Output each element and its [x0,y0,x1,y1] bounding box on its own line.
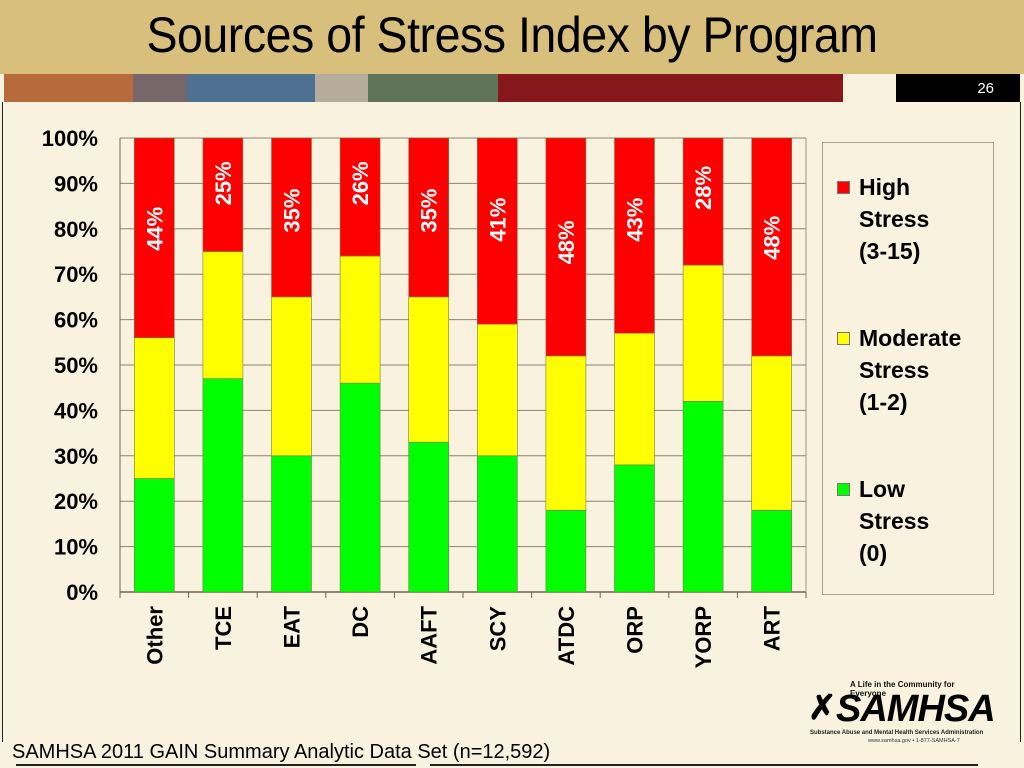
bar-segment-moderate [751,355,793,511]
right-border [1020,102,1021,742]
y-tick-label: 100% [42,126,98,151]
color-stripe-segment [187,74,315,102]
bottom-rule [430,764,978,766]
y-tick-label: 60% [54,308,98,333]
bar-segment-low [271,455,312,593]
y-tick-label: 90% [54,171,98,196]
bar-segment-low [682,401,724,593]
data-label: 35% [280,189,305,233]
x-tick-label: ATDC [554,606,579,666]
bar-segment-high [614,137,655,334]
bar-segment-high [545,137,587,357]
logo-wordmark: SAMHSA [836,688,996,730]
legend-swatch-moderate [837,332,850,345]
legend-swatch-low [837,483,850,496]
legend-label-line: Stress [859,508,930,534]
bar-segment-moderate [545,355,587,511]
color-stripe-segment [368,74,498,102]
x-tick-label: YORP [691,606,716,668]
legend-swatch-high [837,181,850,194]
logo-contact: www.samhsa.gov • 1-877-SAMHSA-7 [868,738,960,744]
color-stripe-segment [315,74,368,102]
x-tick-label: ORP [623,606,648,654]
bar-segment-low [339,382,381,593]
bar-segment-moderate [682,264,724,402]
color-stripe-segment [133,74,187,102]
legend-label-line: (3-15) [859,238,921,264]
legend-label-line: Moderate [859,325,962,351]
bottom-rule [16,764,416,766]
logo-tagline: A Life in the Community for Everyone [850,680,955,698]
source-note: SAMHSA 2011 GAIN Summary Analytic Data S… [12,741,551,763]
bar-segment-moderate [339,255,381,384]
slide-title: Sources of Stress Index by Program [146,7,878,63]
person-figure-icon: ✗ [808,689,837,727]
bar-segment-low [545,509,587,593]
bar-segment-high [682,137,724,266]
bar-segment-high [202,137,244,252]
x-tick-label: SCY [485,606,510,652]
y-tick-label: 70% [54,262,98,287]
bar-segment-high [476,137,518,325]
bar-segment-low [614,464,655,593]
y-tick-label: 20% [54,489,98,514]
bar-segment-moderate [614,332,655,466]
legend-label-line: (0) [859,540,888,566]
y-tick-label: 10% [54,535,98,560]
x-tick-label: EAT [280,605,305,648]
bar-segment-low [751,509,793,593]
bar-segment-high [751,137,793,357]
legend-label-line: High [859,174,911,200]
x-tick-label: Other [142,606,167,665]
y-tick-label: 50% [54,353,98,378]
y-tick-label: 40% [54,398,98,423]
bar-segment-high [134,137,175,339]
bar-segment-low [134,478,175,593]
bar-segment-moderate [134,337,175,479]
y-tick-label: 30% [54,444,98,469]
left-border [2,102,3,742]
color-stripe-segment [4,74,133,102]
bar-segment-low [476,455,518,593]
bar-segment-low [202,378,244,593]
legend-label-line: (1-2) [859,389,908,415]
legend-label-line: Stress [859,357,930,383]
color-stripe-segment [843,74,896,102]
bar-segment-high [408,137,450,298]
logo-subtitle: Substance Abuse and Mental Health Servic… [810,730,984,736]
samhsa-logo: ✗ A Life in the Community for Everyone S… [808,680,996,750]
data-label: 26% [348,161,373,205]
legend-label-line: Stress [859,206,930,232]
y-tick-label: 0% [66,580,98,605]
chart-legend: High Stress (3-15) Moderate Stress (1-2)… [822,142,994,595]
x-tick-label: ART [760,605,785,651]
legend-label-line: Low [859,476,905,502]
data-label: 41% [485,198,510,242]
data-label: 48% [554,220,579,264]
data-label: 48% [760,216,785,260]
bar-segment-moderate [476,323,518,457]
x-tick-label: AAFT [417,605,442,664]
y-tick-label: 80% [54,217,98,242]
title-bar: Sources of Stress Index by Program [0,0,1024,74]
data-label: 25% [211,161,236,205]
data-label: 44% [142,207,167,251]
data-label: 28% [691,166,716,210]
bar-segment-low [408,441,450,593]
bar-segment-high [339,137,381,257]
data-label: 35% [417,189,442,233]
x-tick-label: TCE [211,606,236,650]
color-stripe-segment [498,74,843,102]
bar-segment-high [271,137,312,298]
data-label: 43% [623,198,648,242]
page-number: 26 [896,74,1020,102]
bar-segment-moderate [202,251,244,379]
x-tick-label: DC [348,606,373,638]
bar-segment-moderate [271,296,312,457]
bar-segment-moderate [408,296,450,443]
